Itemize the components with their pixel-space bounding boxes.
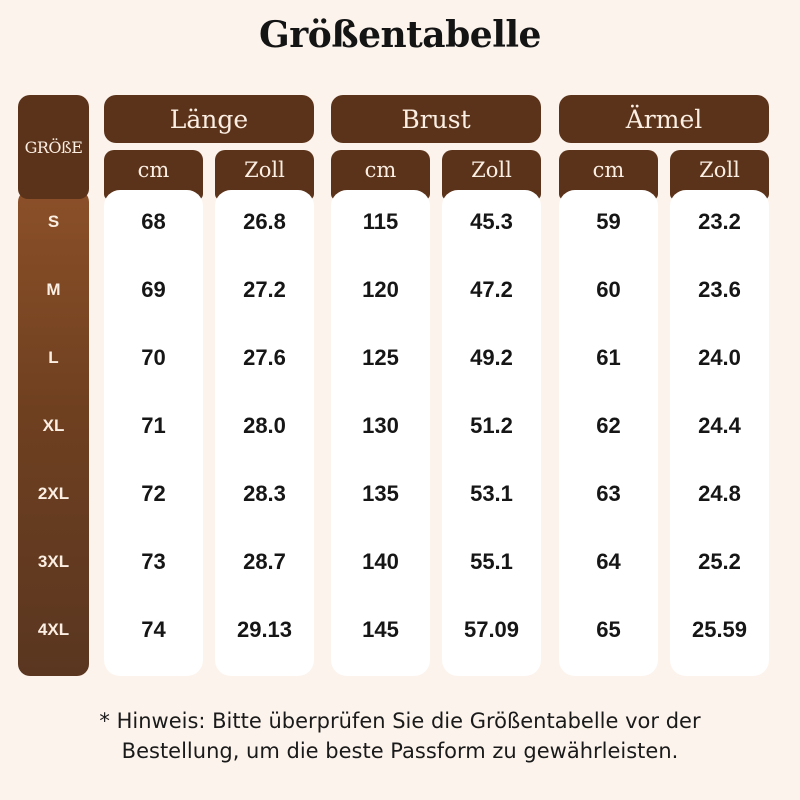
table-cell: 28.0 — [243, 413, 286, 438]
size-column: S M L XL 2XL 3XL 4XL — [18, 190, 89, 676]
column-laenge-cm: 68 69 70 71 72 73 74 — [104, 190, 203, 676]
table-cell: 115 — [362, 209, 399, 234]
table-cell: 60 — [596, 277, 621, 302]
hint-note: * Hinweis: Bitte überprüfen Sie die Größ… — [0, 706, 800, 766]
table-cell: 62 — [596, 413, 621, 438]
table-cell: 61 — [596, 345, 621, 370]
table-cell: 71 — [141, 413, 166, 438]
table-cell: 53.1 — [470, 481, 513, 506]
table-cell: 23.6 — [698, 277, 741, 302]
table-cell: 73 — [141, 549, 166, 574]
table-cell: 65 — [596, 617, 621, 642]
table-cell: 27.6 — [243, 345, 286, 370]
table-cell: 68 — [141, 209, 166, 234]
table-cell: 130 — [362, 413, 399, 438]
table-cell: 63 — [596, 481, 621, 506]
table-cell: 135 — [362, 481, 399, 506]
table-cell: 28.7 — [243, 549, 286, 574]
size-label: 3XL — [37, 552, 70, 571]
table-cell: 72 — [141, 481, 166, 506]
hint-line-2: Bestellung, um die beste Passform zu gew… — [121, 739, 679, 763]
table-cell: 51.2 — [470, 413, 513, 438]
column-brust-zoll: 45.3 47.2 49.2 51.2 53.1 55.1 57.09 — [442, 190, 541, 676]
table-cell: 74 — [141, 617, 166, 642]
group-header-laenge: Länge — [104, 95, 314, 143]
table-cell: 140 — [362, 549, 399, 574]
column-aermel-zoll: 23.2 23.6 24.0 24.4 24.8 25.2 25.59 — [670, 190, 769, 676]
table-cell: 27.2 — [243, 277, 286, 302]
table-cell: 24.0 — [698, 345, 741, 370]
hint-line-1: * Hinweis: Bitte überprüfen Sie die Größ… — [99, 709, 701, 733]
size-label: XL — [42, 416, 65, 435]
table-cell: 49.2 — [470, 345, 513, 370]
table-cell: 69 — [141, 277, 166, 302]
table-cell: 55.1 — [470, 549, 513, 574]
size-header: GRÖßE — [18, 95, 89, 199]
size-label: M — [46, 280, 61, 299]
page-title: Größentabelle — [259, 14, 541, 56]
table-cell: 24.8 — [698, 481, 741, 506]
column-aermel-cm: 59 60 61 62 63 64 65 — [559, 190, 658, 676]
table-cell: 45.3 — [470, 209, 513, 234]
table-cell: 120 — [362, 277, 399, 302]
table-cell: 26.8 — [243, 209, 286, 234]
group-header-aermel: Ärmel — [559, 95, 769, 143]
size-label: S — [47, 212, 60, 231]
table-cell: 29.13 — [236, 617, 293, 642]
table-cell: 25.59 — [691, 617, 748, 642]
table-cell: 145 — [362, 617, 399, 642]
size-label: 4XL — [37, 620, 70, 639]
table-cell: 70 — [141, 345, 166, 370]
column-laenge-zoll: 26.8 27.2 27.6 28.0 28.3 28.7 29.13 — [215, 190, 314, 676]
table-cell: 28.3 — [243, 481, 286, 506]
table-cell: 64 — [596, 549, 621, 574]
table-cell: 24.4 — [698, 413, 741, 438]
table-cell: 59 — [596, 209, 621, 234]
column-brust-cm: 115 120 125 130 135 140 145 — [331, 190, 430, 676]
group-header-brust: Brust — [331, 95, 541, 143]
size-label: 2XL — [37, 484, 70, 503]
size-label: L — [48, 348, 59, 367]
table-cell: 47.2 — [470, 277, 513, 302]
table-cell: 23.2 — [698, 209, 741, 234]
table-cell: 25.2 — [698, 549, 741, 574]
table-cell: 57.09 — [463, 617, 520, 642]
table-cell: 125 — [362, 345, 399, 370]
